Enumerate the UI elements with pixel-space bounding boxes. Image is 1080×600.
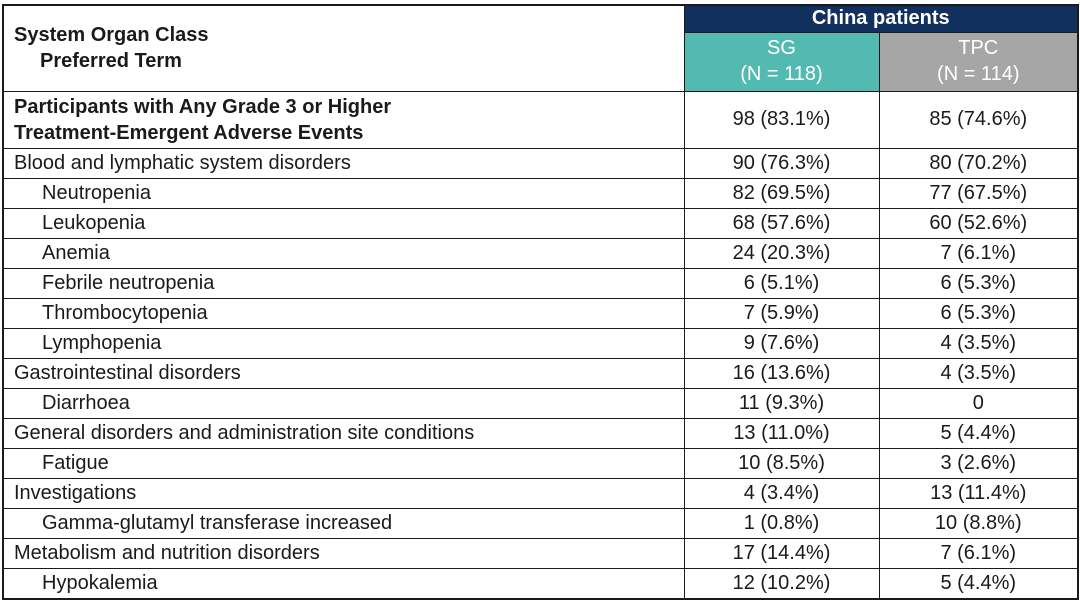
table-row: Investigations 4 (3.4%) 13 (11.4%) xyxy=(2,478,1079,509)
table-row: Metabolism and nutrition disorders 17 (1… xyxy=(2,538,1079,569)
sg-value-cell: 16 (13.6%) xyxy=(683,358,880,389)
soc-label-cell: Gastrointestinal disorders xyxy=(2,358,685,389)
table-row: Diarrhoea 11 (9.3%) 0 xyxy=(2,388,1079,419)
soc-label-cell: Diarrhoea xyxy=(2,388,685,419)
sg-value-cell: 98 (83.1%) xyxy=(683,91,880,149)
soc-label-cell: Febrile neutropenia xyxy=(2,268,685,299)
soc-label-cell: Fatigue xyxy=(2,448,685,479)
table-row: Neutropenia 82 (69.5%) 77 (67.5%) xyxy=(2,178,1079,209)
soc-label-cell: Neutropenia xyxy=(2,178,685,209)
sg-value-cell: 68 (57.6%) xyxy=(683,208,880,239)
soc-label-cell: Blood and lymphatic system disorders xyxy=(2,148,685,179)
soc-label-cell: Anemia xyxy=(2,238,685,269)
tpc-column-header: TPC (N = 114) xyxy=(878,32,1079,92)
soc-label-cell: Investigations xyxy=(2,478,685,509)
sg-value-cell: 4 (3.4%) xyxy=(683,478,880,509)
sg-value-cell: 11 (9.3%) xyxy=(683,388,880,419)
column-header-row: SG (N = 118) TPC (N = 114) xyxy=(3,32,1079,92)
soc-label-cell: Participants with Any Grade 3 or Higher … xyxy=(2,91,685,149)
soc-label-cell: Leukopenia xyxy=(2,208,685,239)
sg-value-cell: 9 (7.6%) xyxy=(683,328,880,359)
tpc-value-cell: 0 xyxy=(878,388,1079,419)
tpc-value-cell: 6 (5.3%) xyxy=(878,268,1079,299)
tpc-value-cell: 60 (52.6%) xyxy=(878,208,1079,239)
adverse-events-table: System Organ Class Preferred Term China … xyxy=(2,4,1080,600)
table-body: Participants with Any Grade 3 or Higher … xyxy=(2,91,1079,600)
tpc-value-cell: 7 (6.1%) xyxy=(878,538,1079,569)
soc-label-cell: Gamma-glutamyl transferase increased xyxy=(2,508,685,539)
sg-value-cell: 7 (5.9%) xyxy=(683,298,880,329)
tpc-value-cell: 80 (70.2%) xyxy=(878,148,1079,179)
tpc-value-cell: 85 (74.6%) xyxy=(878,91,1079,149)
group-header-row: System Organ Class Preferred Term China … xyxy=(2,4,1079,92)
sg-value-cell: 1 (0.8%) xyxy=(683,508,880,539)
sg-value-cell: 90 (76.3%) xyxy=(683,148,880,179)
sg-value-cell: 13 (11.0%) xyxy=(683,418,880,449)
soc-header-line1: System Organ Class xyxy=(14,23,209,46)
sg-column-header: SG (N = 118) xyxy=(683,32,880,92)
sg-value-cell: 6 (5.1%) xyxy=(683,268,880,299)
tpc-value-cell: 6 (5.3%) xyxy=(878,298,1079,329)
preferred-term-header-line2: Preferred Term xyxy=(40,49,182,72)
sg-column-n: (N = 118) xyxy=(740,63,823,85)
table-row: Blood and lymphatic system disorders 90 … xyxy=(2,148,1079,179)
tpc-value-cell: 77 (67.5%) xyxy=(878,178,1079,209)
sg-value-cell: 10 (8.5%) xyxy=(683,448,880,479)
table-row: General disorders and administration sit… xyxy=(2,418,1079,449)
table-row: Participants with Any Grade 3 or Higher … xyxy=(2,91,1079,149)
tpc-column-name: TPC xyxy=(958,37,999,60)
tpc-value-cell: 13 (11.4%) xyxy=(878,478,1079,509)
soc-header-cell: System Organ Class Preferred Term xyxy=(2,4,685,92)
soc-label-cell: Metabolism and nutrition disorders xyxy=(2,538,685,569)
tpc-value-cell: 3 (2.6%) xyxy=(878,448,1079,479)
china-patients-group-header: China patients xyxy=(683,4,1079,33)
soc-label-cell: Lymphopenia xyxy=(2,328,685,359)
soc-label-cell: Hypokalemia xyxy=(2,568,685,600)
table-row: Hypokalemia 12 (10.2%) 5 (4.4%) xyxy=(2,568,1079,600)
table-row: Lymphopenia 9 (7.6%) 4 (3.5%) xyxy=(2,328,1079,359)
table-row: Gamma-glutamyl transferase increased 1 (… xyxy=(2,508,1079,539)
tpc-value-cell: 4 (3.5%) xyxy=(878,328,1079,359)
table-row: Leukopenia 68 (57.6%) 60 (52.6%) xyxy=(2,208,1079,239)
table-row: Fatigue 10 (8.5%) 3 (2.6%) xyxy=(2,448,1079,479)
table-row: Thrombocytopenia 7 (5.9%) 6 (5.3%) xyxy=(2,298,1079,329)
sg-value-cell: 24 (20.3%) xyxy=(683,238,880,269)
sg-value-cell: 17 (14.4%) xyxy=(683,538,880,569)
table-row: Gastrointestinal disorders 16 (13.6%) 4 … xyxy=(2,358,1079,389)
tpc-value-cell: 7 (6.1%) xyxy=(878,238,1079,269)
tpc-value-cell: 4 (3.5%) xyxy=(878,358,1079,389)
tpc-value-cell: 5 (4.4%) xyxy=(878,418,1079,449)
tpc-column-n: (N = 114) xyxy=(937,63,1020,85)
soc-label-cell: Thrombocytopenia xyxy=(2,298,685,329)
table-row: Anemia 24 (20.3%) 7 (6.1%) xyxy=(2,238,1079,269)
sg-column-name: SG xyxy=(767,37,796,60)
tpc-value-cell: 10 (8.8%) xyxy=(878,508,1079,539)
sg-value-cell: 12 (10.2%) xyxy=(683,568,880,600)
tpc-value-cell: 5 (4.4%) xyxy=(878,568,1079,600)
table-row: Febrile neutropenia 6 (5.1%) 6 (5.3%) xyxy=(2,268,1079,299)
soc-label-cell: General disorders and administration sit… xyxy=(2,418,685,449)
sg-value-cell: 82 (69.5%) xyxy=(683,178,880,209)
